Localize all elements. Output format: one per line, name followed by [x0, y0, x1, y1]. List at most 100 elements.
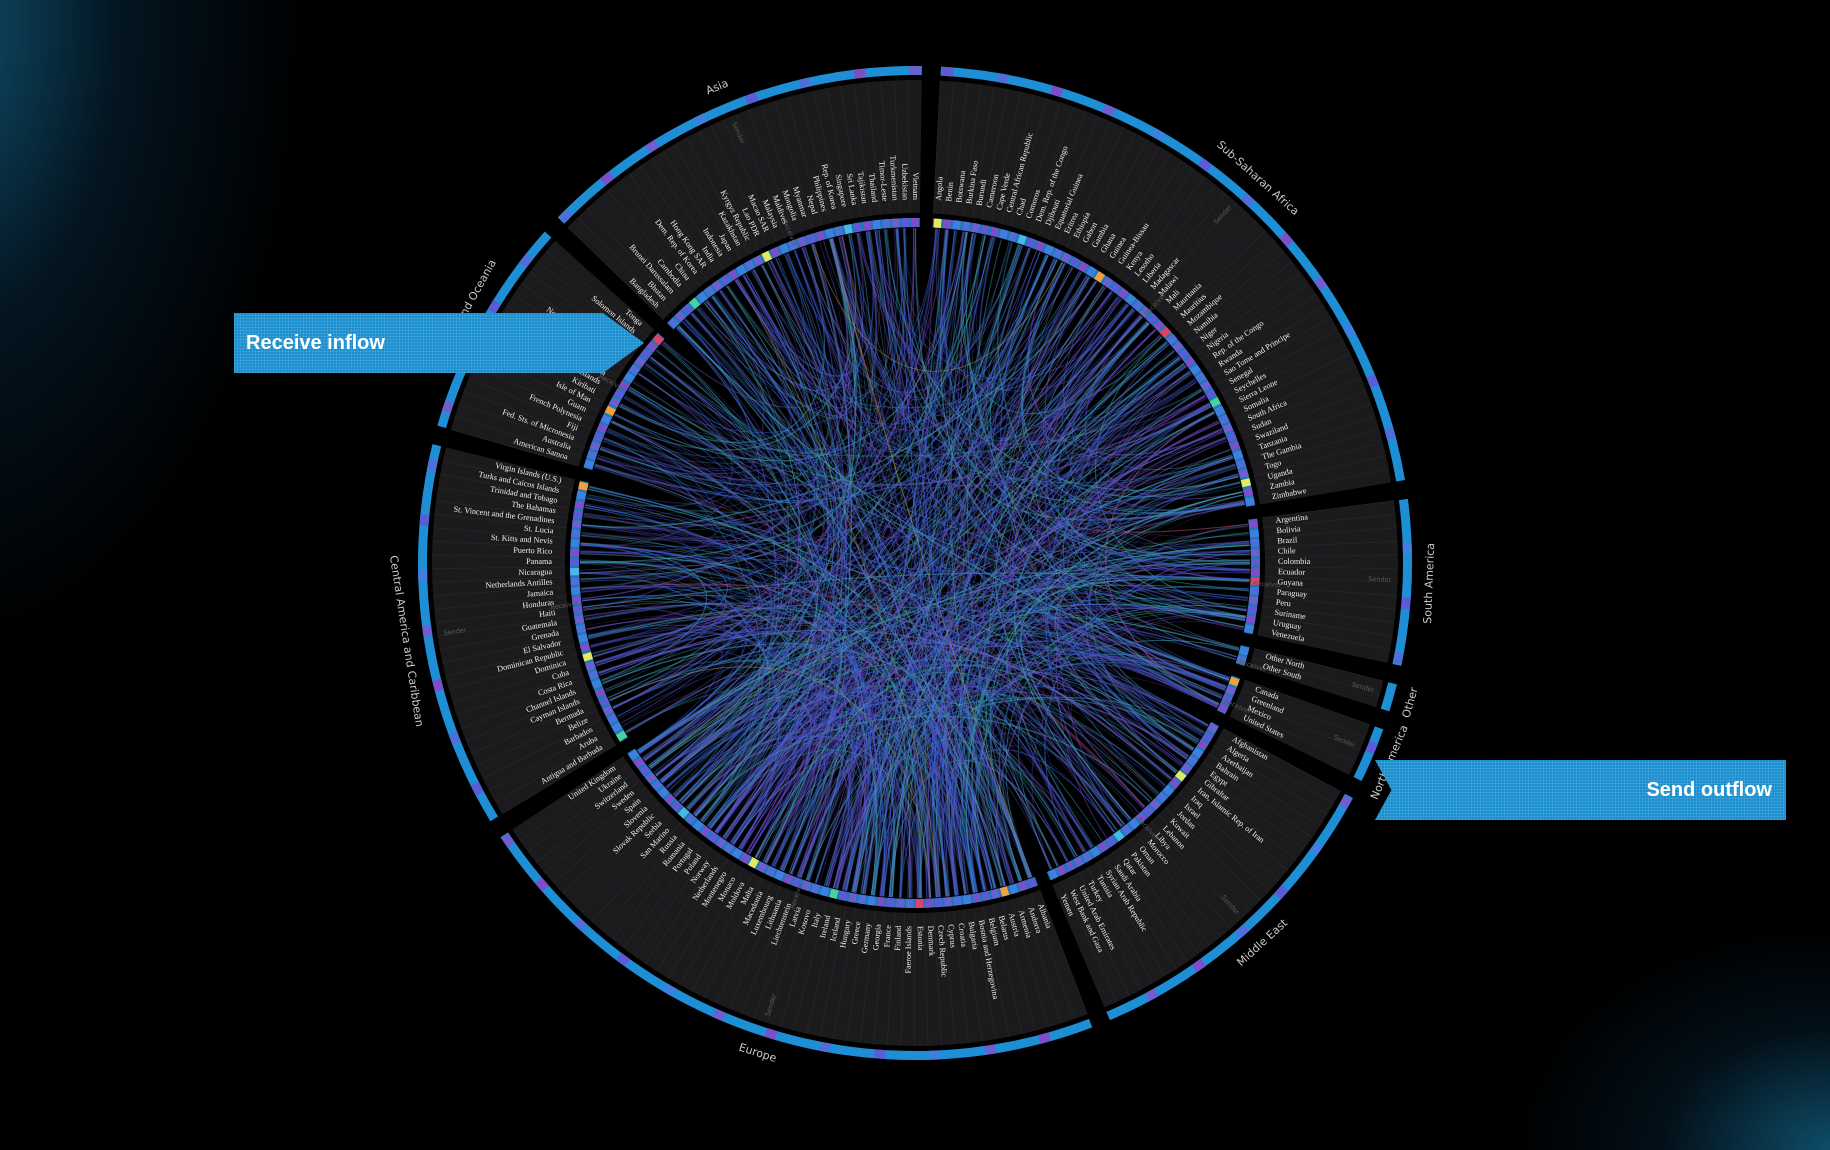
country-label[interactable]: Puerto Rico: [513, 546, 552, 556]
country-receiver-marker: [1180, 762, 1193, 774]
country-label[interactable]: Croatia: [957, 923, 969, 948]
region-europe[interactable]: AlbaniaAndorraArmeniaAustriaBelarusBelgi…: [500, 748, 1093, 1065]
flow-chord: [750, 270, 1169, 420]
country-label[interactable]: Bolivia: [1276, 524, 1301, 535]
country-label[interactable]: Tajikistan: [856, 171, 869, 204]
country-label[interactable]: Brazil: [1277, 535, 1298, 545]
country-label[interactable]: Haiti: [539, 608, 557, 619]
flow-chord: [590, 633, 723, 752]
country-label[interactable]: Netherlands Antilles: [485, 577, 552, 590]
country-receiver-marker: [1027, 877, 1037, 889]
flow-chord: [852, 315, 1142, 893]
flow-chord: [691, 312, 894, 898]
country-receiver-marker: [1124, 293, 1137, 306]
flow-chord: [938, 612, 1246, 898]
country-label[interactable]: Peru: [1275, 598, 1291, 609]
sector-separator: [1001, 94, 1035, 224]
country-label[interactable]: Suriname: [1274, 608, 1307, 621]
country-label[interactable]: Faeroe Islands: [904, 926, 914, 974]
region-name-label: South America: [1421, 543, 1437, 624]
flow-chord: [649, 655, 911, 898]
country-label[interactable]: Czech Republic: [936, 925, 949, 978]
country-label[interactable]: Turkmenistan: [888, 155, 900, 201]
region-central-america-and-caribbean[interactable]: Antigua and BarbudaArubaBarbadosBelizeBe…: [387, 444, 628, 822]
flow-chord: [714, 736, 937, 898]
sector-separator: [1223, 728, 1341, 792]
flow-chord: [719, 290, 1059, 867]
sector-separator: [1108, 160, 1183, 272]
country-receiver-marker: [1236, 655, 1247, 665]
country-label[interactable]: Bulgaria: [967, 921, 980, 951]
country-label[interactable]: Botswana: [954, 170, 967, 204]
flow-chord: [693, 228, 937, 815]
flow-chord: [762, 677, 869, 881]
country-label[interactable]: Cyprus: [946, 924, 957, 948]
country-label[interactable]: Thailand: [867, 173, 879, 203]
flow-chord: [594, 363, 760, 494]
country-label[interactable]: Chile: [1278, 546, 1296, 556]
flow-chord: [586, 363, 733, 508]
country-label[interactable]: Uzbekistan: [900, 163, 910, 200]
country-sender-marker: [419, 514, 430, 527]
country-receiver-marker: [652, 333, 664, 346]
country-receiver-marker: [571, 596, 582, 605]
flow-chord: [725, 645, 1219, 840]
sector-separator: [1216, 317, 1332, 386]
flow-chord: [1050, 464, 1245, 532]
country-label[interactable]: Colombia: [1278, 557, 1311, 566]
country-receiver-marker: [1250, 577, 1260, 586]
flow-chord: [948, 231, 1006, 886]
country-label[interactable]: Panama: [526, 557, 552, 566]
flow-chord: [677, 325, 1199, 743]
country-label[interactable]: Greece: [850, 920, 863, 945]
country-label[interactable]: Georgia: [871, 923, 883, 950]
country-label[interactable]: Togo: [1264, 458, 1282, 471]
flow-chord: [585, 457, 744, 524]
country-receiver-marker: [1229, 441, 1241, 451]
country-label[interactable]: Timor-Leste: [877, 161, 889, 202]
country-label[interactable]: Germany: [860, 921, 873, 953]
country-label[interactable]: Estonia: [916, 926, 925, 951]
flow-chord: [857, 232, 1250, 584]
country-label[interactable]: Jamaica: [527, 588, 554, 599]
sector-separator: [1100, 153, 1172, 267]
region-south-america[interactable]: ArgentinaBoliviaBrazilChileColombiaEcuad…: [1243, 498, 1437, 666]
country-receiver-marker: [1089, 846, 1101, 858]
country-label[interactable]: St. Lucia: [524, 524, 555, 536]
flow-chord: [806, 494, 1244, 881]
flow-chord: [960, 366, 1187, 893]
flow-chord: [601, 632, 789, 782]
flow-chord: [644, 641, 1144, 809]
flow-chord: [950, 276, 1090, 896]
country-label[interactable]: Ecuador: [1278, 567, 1306, 577]
country-label[interactable]: St. Kitts and Nevis: [491, 533, 553, 546]
country-receiver-marker: [1249, 586, 1260, 595]
country-label[interactable]: Nicaragua: [518, 567, 552, 577]
country-label[interactable]: Guyana: [1277, 577, 1303, 587]
flow-chord: [989, 248, 1239, 503]
country-label[interactable]: Paraguay: [1276, 588, 1308, 600]
country-label[interactable]: Finland: [893, 925, 903, 950]
country-label[interactable]: Vietnam: [911, 172, 920, 200]
flow-chord: [693, 728, 776, 823]
country-sender-marker: [1339, 794, 1353, 809]
sector-separator: [819, 906, 847, 1037]
country-label[interactable]: Benin: [944, 182, 955, 202]
sector-separator: [1165, 807, 1261, 901]
country-label[interactable]: Argentina: [1275, 512, 1309, 525]
country-label[interactable]: Denmark: [926, 925, 936, 957]
flow-chord: [946, 230, 1030, 391]
sector-separator: [963, 909, 983, 1042]
flow-chord: [971, 732, 1123, 892]
country-receiver-marker: [577, 633, 589, 643]
country-label[interactable]: Angola: [934, 176, 945, 201]
country-label[interactable]: France: [882, 924, 893, 947]
country-sender-marker: [645, 139, 660, 154]
country-label[interactable]: Honduras: [522, 598, 555, 610]
flow-chord: [771, 756, 1003, 887]
sector-separator: [435, 606, 568, 624]
flow-chord: [582, 281, 1097, 528]
flow-chord: [986, 266, 1071, 886]
